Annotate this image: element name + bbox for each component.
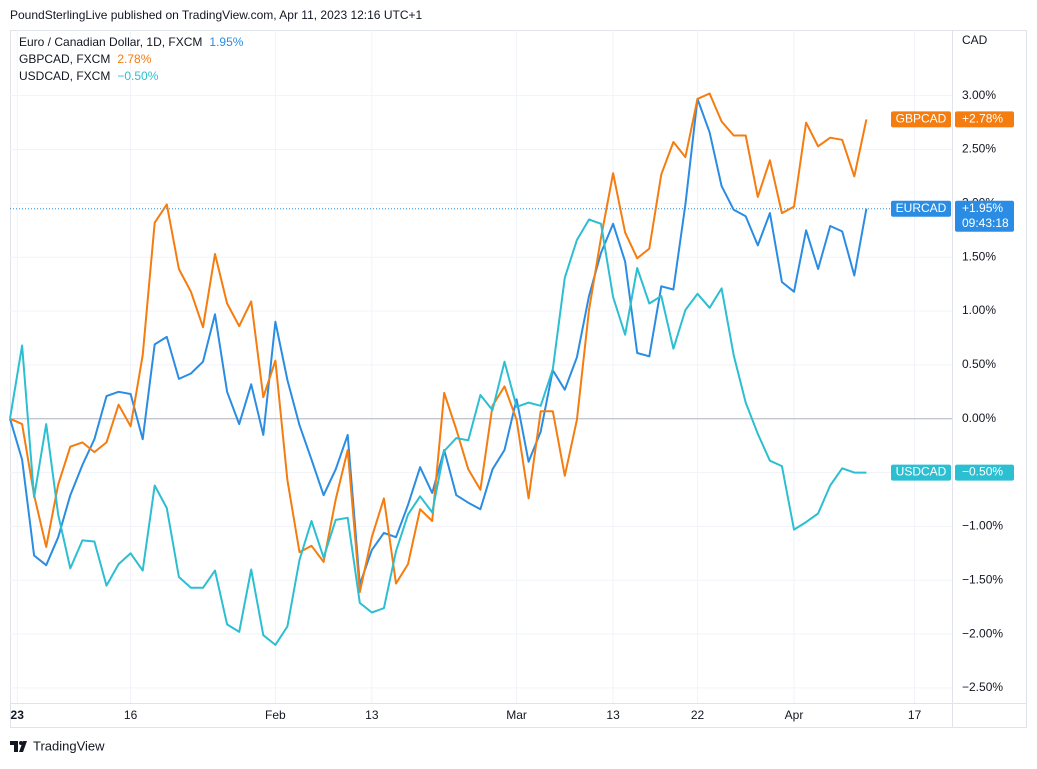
legend-value: −0.50% — [117, 69, 158, 83]
x-tick-label: 13 — [606, 708, 620, 722]
badge-value-box — [955, 111, 1014, 128]
badge-value: −0.50% — [962, 465, 1003, 479]
badge-name: EURCAD — [896, 201, 947, 215]
x-tick-label: Mar — [506, 708, 527, 722]
logo-icon — [10, 741, 27, 752]
legend-value: 1.95% — [209, 35, 243, 49]
badge-countdown: 09:43:18 — [962, 216, 1009, 230]
grid — [10, 30, 952, 703]
series-line — [9, 92, 868, 594]
x-tick-label: 16 — [124, 708, 138, 722]
legend-value: 2.78% — [117, 52, 151, 66]
y-tick-label: 0.50% — [962, 357, 996, 371]
y-tick-label: −2.50% — [962, 680, 1003, 694]
x-tick-label: 17 — [908, 708, 922, 722]
badge-name-box — [891, 200, 951, 217]
series-line — [9, 218, 867, 646]
x-tick-label: 22 — [691, 708, 705, 722]
y-tick-label: 2.50% — [962, 142, 996, 156]
chart-frame — [10, 30, 1027, 728]
x-tick-label: Feb — [265, 708, 286, 722]
badge-name: GBPCAD — [896, 112, 947, 126]
badge-value-box — [955, 200, 1014, 232]
badge-name: USDCAD — [896, 465, 947, 479]
badge-value-box — [955, 464, 1014, 481]
legend-name: Euro / Canadian Dollar, 1D, FXCM — [19, 35, 202, 49]
logo-text: TradingView — [33, 738, 105, 753]
badge-value: +2.78% — [962, 112, 1003, 126]
legend-name: USDCAD, FXCM — [19, 69, 110, 83]
series-line — [9, 97, 868, 586]
y-tick-label: −1.50% — [962, 572, 1003, 586]
legend-name: GBPCAD, FXCM — [19, 52, 110, 66]
publish-header: PoundSterlingLive published on TradingVi… — [10, 8, 422, 22]
badge-name-box — [891, 464, 951, 481]
badge-value: +1.95% — [962, 201, 1003, 215]
tradingview-logo: TradingView — [10, 738, 105, 753]
y-tick-label: −2.00% — [962, 626, 1003, 640]
y-tick-label: 1.50% — [962, 249, 996, 263]
x-tick-label: 13 — [365, 708, 379, 722]
x-tick-label: Apr — [785, 708, 804, 722]
x-tick-label: 23 — [11, 708, 25, 722]
y-tick-label: −1.00% — [962, 519, 1003, 533]
axis-unit: CAD — [962, 33, 988, 47]
y-tick-label: 3.00% — [962, 88, 996, 102]
badge-name-box — [891, 111, 951, 128]
y-tick-label: 1.00% — [962, 303, 996, 317]
logo-dot — [19, 741, 23, 745]
y-tick-label: 0.00% — [962, 411, 996, 425]
